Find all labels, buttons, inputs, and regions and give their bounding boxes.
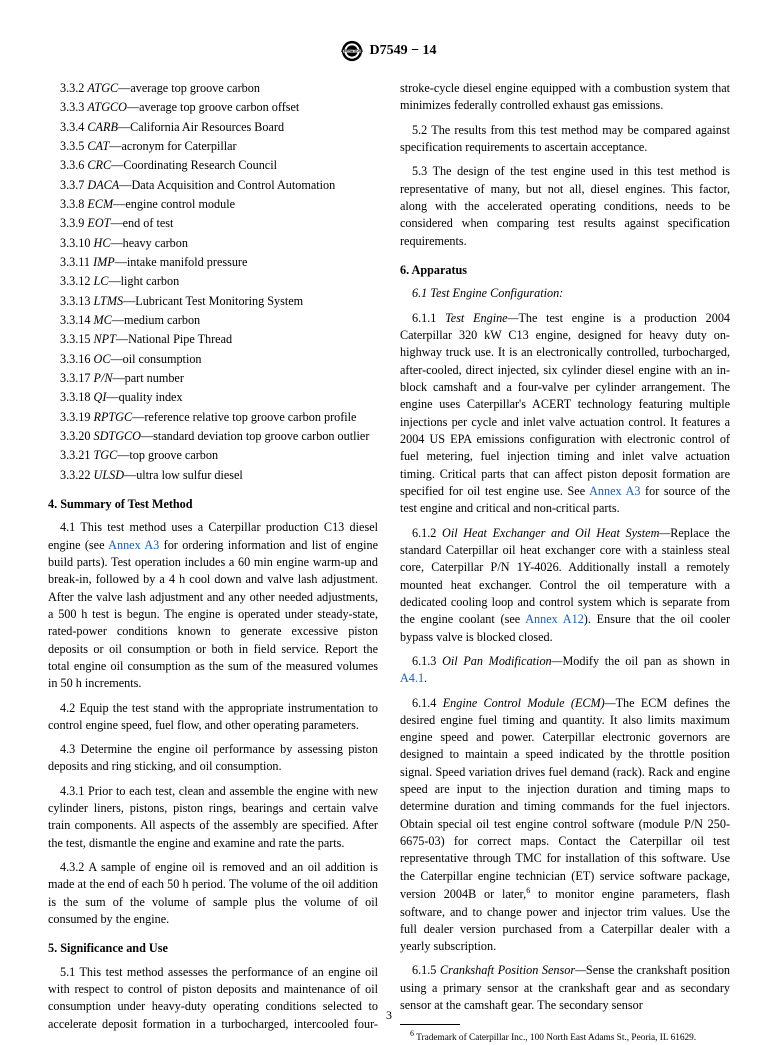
- term: NPT: [94, 332, 116, 346]
- definitions-list: 3.3.2 ATGC—average top groove carbon 3.3.…: [48, 80, 378, 484]
- page-header: INTERNATIONAL D7549 − 14: [48, 40, 730, 62]
- para-6-1-2: 6.1.2 Oil Heat Exchanger and Oil Heat Sy…: [400, 525, 730, 646]
- definition-3-3-2: 3.3.2 ATGC—average top groove carbon: [48, 80, 378, 97]
- para-6-1-3: 6.1.3 Oil Pan Modification—Modify the oi…: [400, 653, 730, 688]
- term: MC: [94, 313, 112, 327]
- para-4-3-1: 4.3.1 Prior to each test, clean and asse…: [48, 783, 378, 852]
- term: ATGCO: [87, 100, 127, 114]
- definition-3-3-17: 3.3.17 P/N—part number: [48, 370, 378, 387]
- term: CAT: [87, 139, 109, 153]
- term: HC: [94, 236, 111, 250]
- definition-3-3-8: 3.3.8 ECM—engine control module: [48, 196, 378, 213]
- annex-a3-link[interactable]: Annex A3: [108, 538, 159, 552]
- definition-3-3-22: 3.3.22 ULSD—ultra low sulfur diesel: [48, 467, 378, 484]
- para-5-2: 5.2 The results from this test method ma…: [400, 122, 730, 157]
- term: OC: [94, 352, 111, 366]
- term: CRC: [87, 158, 111, 172]
- para-6-1: 6.1 Test Engine Configuration:: [400, 285, 730, 302]
- term: IMP: [93, 255, 115, 269]
- term: P/N: [94, 371, 113, 385]
- definition-3-3-14: 3.3.14 MC—medium carbon: [48, 312, 378, 329]
- term: CARB: [87, 120, 117, 134]
- term: ATGC: [87, 81, 118, 95]
- para-4-1: 4.1 This test method uses a Caterpillar …: [48, 519, 378, 692]
- term: SDTGCO: [94, 429, 141, 443]
- definition-3-3-12: 3.3.12 LC—light carbon: [48, 273, 378, 290]
- definition-3-3-3: 3.3.3 ATGCO—average top groove carbon of…: [48, 99, 378, 116]
- term: QI: [94, 390, 107, 404]
- term: RPTGC: [94, 410, 133, 424]
- a4-1-link[interactable]: A4.1: [400, 671, 424, 685]
- footnote-block: 6 Trademark of Caterpillar Inc., 100 Nor…: [400, 1024, 730, 1044]
- term: DACA: [87, 178, 119, 192]
- body-columns: 3.3.2 ATGC—average top groove carbon 3.3.…: [48, 80, 730, 1045]
- definition-3-3-13: 3.3.13 LTMS—Lubricant Test Monitoring Sy…: [48, 293, 378, 310]
- section-5-title: 5. Significance and Use: [48, 940, 378, 957]
- astm-logo: INTERNATIONAL: [341, 40, 363, 62]
- definition-3-3-4: 3.3.4 CARB—California Air Resources Boar…: [48, 119, 378, 136]
- para-4-3-2: 4.3.2 A sample of engine oil is removed …: [48, 859, 378, 928]
- definition-3-3-11: 3.3.11 IMP—intake manifold pressure: [48, 254, 378, 271]
- term: LC: [94, 274, 109, 288]
- para-6-1-5: 6.1.5 Crankshaft Position Sensor—Sense t…: [400, 962, 730, 1014]
- designation: D7549 − 14: [369, 43, 436, 59]
- page-number: 3: [0, 1008, 778, 1023]
- annex-a12-link[interactable]: Annex A12: [525, 612, 584, 626]
- definition-3-3-18: 3.3.18 QI—quality index: [48, 389, 378, 406]
- footnote-6: 6 Trademark of Caterpillar Inc., 100 Nor…: [400, 1029, 730, 1044]
- term: ECM: [87, 197, 113, 211]
- definition-3-3-21: 3.3.21 TGC—top groove carbon: [48, 447, 378, 464]
- definition-3-3-7: 3.3.7 DACA—Data Acquisition and Control …: [48, 177, 378, 194]
- definition-3-3-20: 3.3.20 SDTGCO—standard deviation top gro…: [48, 428, 378, 445]
- term: TGC: [94, 448, 118, 462]
- definition-3-3-15: 3.3.15 NPT—National Pipe Thread: [48, 331, 378, 348]
- svg-text:INTERNATIONAL: INTERNATIONAL: [341, 49, 363, 53]
- para-5-3: 5.3 The design of the test engine used i…: [400, 163, 730, 250]
- footnote-rule: [400, 1024, 460, 1025]
- definition-3-3-10: 3.3.10 HC—heavy carbon: [48, 235, 378, 252]
- section-4-title: 4. Summary of Test Method: [48, 496, 378, 513]
- definition-3-3-6: 3.3.6 CRC—Coordinating Research Council: [48, 157, 378, 174]
- para-4-2: 4.2 Equip the test stand with the approp…: [48, 700, 378, 735]
- term: LTMS: [94, 294, 124, 308]
- para-4-3: 4.3 Determine the engine oil performance…: [48, 741, 378, 776]
- term: ULSD: [94, 468, 124, 482]
- section-6-title: 6. Apparatus: [400, 262, 730, 279]
- definition-3-3-19: 3.3.19 RPTGC—reference relative top groo…: [48, 409, 378, 426]
- annex-a3-link-2[interactable]: Annex A3: [589, 484, 640, 498]
- para-6-1-1: 6.1.1 Test Engine—The test engine is a p…: [400, 310, 730, 518]
- definition-3-3-16: 3.3.16 OC—oil consumption: [48, 351, 378, 368]
- definition-3-3-5: 3.3.5 CAT—acronym for Caterpillar: [48, 138, 378, 155]
- definition-3-3-9: 3.3.9 EOT—end of test: [48, 215, 378, 232]
- para-6-1-4: 6.1.4 Engine Control Module (ECM)—The EC…: [400, 695, 730, 956]
- term: EOT: [87, 216, 110, 230]
